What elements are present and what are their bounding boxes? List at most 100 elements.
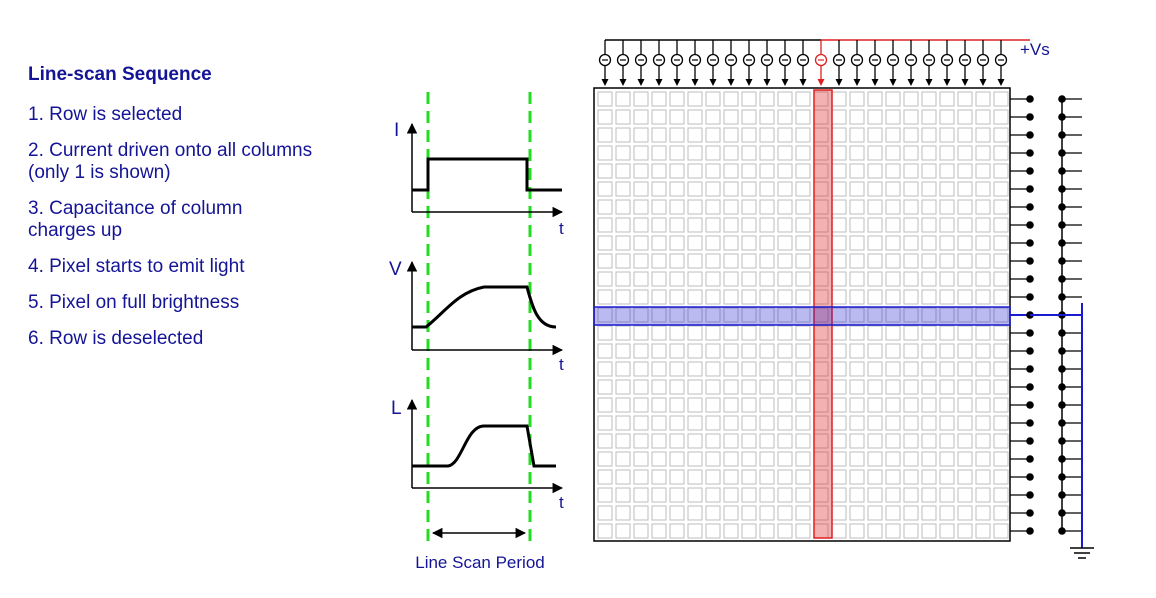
pixel-cell: [597, 181, 613, 197]
pixel-cell: [741, 415, 757, 431]
pixel-cell: [957, 163, 973, 179]
pixel-cell: [921, 91, 937, 107]
pixel-cell: [615, 235, 631, 251]
pixel-cell: [633, 505, 649, 521]
pixel-cell: [651, 523, 667, 539]
pixel-cell: [993, 181, 1009, 197]
pixel-cell: [777, 415, 793, 431]
pixel-cell: [759, 289, 775, 305]
pixel-cell: [975, 91, 991, 107]
pixel-cell: [903, 199, 919, 215]
pixel-cell: [651, 235, 667, 251]
pixel-cell: [921, 271, 937, 287]
pixel-cell: [795, 163, 811, 179]
pixel-cell: [633, 415, 649, 431]
pixel-cell: [615, 469, 631, 485]
current-time-label: t: [559, 219, 564, 238]
pixel-cell: [741, 199, 757, 215]
light-axis-label: L: [391, 398, 402, 419]
period-label: Line Scan Period: [415, 553, 544, 572]
pixel-cell: [615, 451, 631, 467]
pixel-cell: [885, 145, 901, 161]
pixel-cell: [921, 163, 937, 179]
pixel-cell: [687, 415, 703, 431]
pixel-cell: [723, 163, 739, 179]
pixel-cell: [651, 145, 667, 161]
pixel-cell: [831, 523, 847, 539]
row-switch-icon: [1010, 437, 1082, 445]
row-switch-icon: [1010, 149, 1082, 157]
line-scan-sequence-panel: Line-scan Sequence 1. Row is selected 2. …: [28, 64, 312, 364]
pixel-cell: [615, 163, 631, 179]
step-item: 4. Pixel starts to emit light: [28, 256, 312, 278]
pixel-cell: [615, 415, 631, 431]
pixel-cell: [795, 325, 811, 341]
pixel-cell: [741, 289, 757, 305]
pixel-cell: [615, 361, 631, 377]
pixel-cell: [759, 433, 775, 449]
voltage-axis-label: V: [389, 259, 402, 280]
pixel-cell: [597, 163, 613, 179]
pixel-cell: [975, 415, 991, 431]
row-switch-icon: [1010, 527, 1082, 535]
pixel-cell: [633, 145, 649, 161]
pixel-cell: [615, 127, 631, 143]
pixel-cell: [957, 415, 973, 431]
step-item: 6. Row is deselected: [28, 328, 312, 350]
panel-title: Line-scan Sequence: [28, 64, 212, 85]
pixel-cell: [759, 505, 775, 521]
pixel-cell: [723, 217, 739, 233]
row-switch-icon: [1010, 491, 1082, 499]
pixel-cell: [723, 253, 739, 269]
pixel-cell: [651, 271, 667, 287]
pixel-cell: [741, 109, 757, 125]
pixel-cell: [651, 505, 667, 521]
pixel-cell: [903, 379, 919, 395]
pixel-cell: [903, 145, 919, 161]
pixel-cell: [849, 325, 865, 341]
pixel-cell: [975, 235, 991, 251]
row-switch-icon: [1010, 275, 1082, 283]
row-switch-icon: [1010, 509, 1082, 517]
pixel-cell: [687, 127, 703, 143]
current-trace: [412, 157, 562, 192]
pixel-cell: [903, 361, 919, 377]
pixel-cell: [777, 271, 793, 287]
current-source-icon: [886, 40, 900, 86]
pixel-cell: [939, 199, 955, 215]
pixel-cell: [687, 487, 703, 503]
pixel-cell: [741, 91, 757, 107]
step-text: 5. Pixel on full brightness: [28, 292, 240, 313]
pixel-cell: [669, 199, 685, 215]
pixel-cell: [795, 127, 811, 143]
pixel-cell: [921, 127, 937, 143]
pixel-cell: [795, 343, 811, 359]
pixel-cell: [831, 469, 847, 485]
pixel-cell: [903, 505, 919, 521]
pixel-cell: [867, 127, 883, 143]
pixel-cell: [723, 307, 739, 323]
pixel-cell: [597, 487, 613, 503]
pixel-cell: [705, 343, 721, 359]
pixel-cell: [759, 109, 775, 125]
row-switch-icon: [1010, 347, 1082, 355]
pixel-cell: [651, 343, 667, 359]
pixel-cell: [633, 91, 649, 107]
pixel-cell: [957, 343, 973, 359]
pixel-cell: [795, 307, 811, 323]
pixel-cell: [759, 325, 775, 341]
pixel-cell: [759, 361, 775, 377]
pixel-cell: [957, 91, 973, 107]
pixel-cell: [705, 235, 721, 251]
pixel-cell: [687, 433, 703, 449]
pixel-cell: [903, 181, 919, 197]
pixel-cell: [939, 469, 955, 485]
pixel-cell: [705, 325, 721, 341]
row-select-switches: [1010, 95, 1082, 535]
pixel-cell: [777, 379, 793, 395]
selected-row-highlight: [593, 306, 1011, 326]
pixel-cell: [795, 253, 811, 269]
pixel-cell: [831, 505, 847, 521]
pixel-cell: [867, 91, 883, 107]
pixel-cell: [741, 145, 757, 161]
